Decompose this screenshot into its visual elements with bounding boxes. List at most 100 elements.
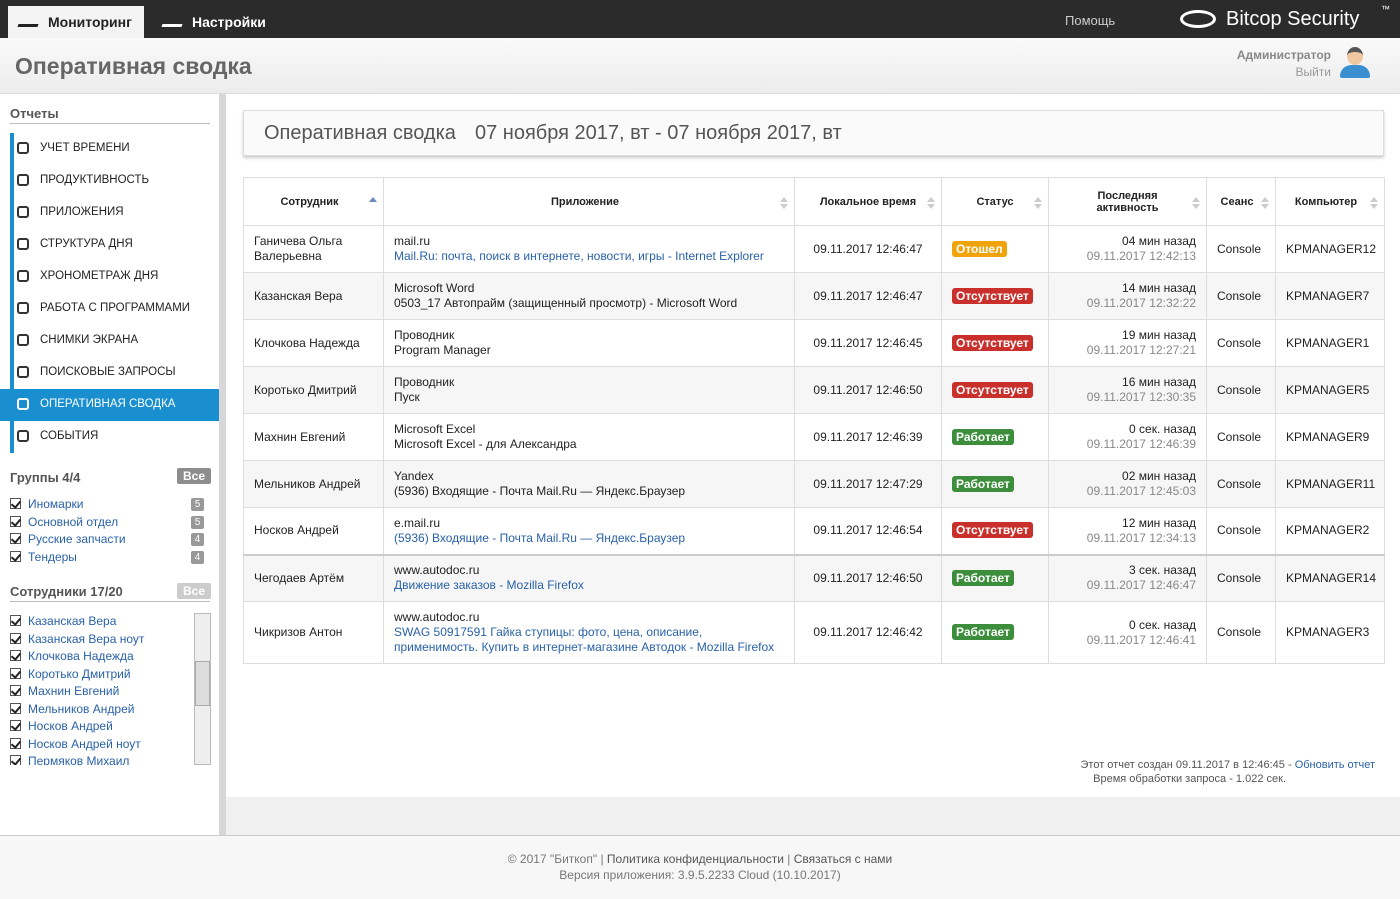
report-created-line: Этот отчет создан 09.11.2017 в 12:46:45 … bbox=[1081, 758, 1375, 772]
application-name: Microsoft Word bbox=[394, 281, 475, 295]
column-header[interactable]: Локальное время bbox=[794, 177, 942, 226]
application-name: www.autodoc.ru bbox=[394, 610, 480, 624]
report-menu-item[interactable]: ХРОНОМЕТРАЖ ДНЯ bbox=[10, 261, 219, 293]
report-menu-item[interactable]: СТРУКТУРА ДНЯ bbox=[10, 229, 219, 261]
employee-cell: Носков Андрей bbox=[243, 507, 384, 555]
employee-name[interactable]: Клочкова Надежда bbox=[28, 649, 134, 663]
report-menu-item[interactable]: УЧЕТ ВРЕМЕНИ bbox=[10, 133, 219, 165]
employee-name[interactable]: Коротько Дмитрий bbox=[28, 666, 131, 681]
group-checkbox[interactable] bbox=[10, 533, 21, 544]
groups-all-button[interactable]: Все bbox=[177, 468, 212, 484]
employee-name[interactable]: Махнин Евгений bbox=[28, 684, 120, 698]
group-checkbox[interactable] bbox=[10, 550, 21, 562]
refresh-link[interactable]: Обновить отчет bbox=[1294, 759, 1375, 771]
employee-checkbox[interactable] bbox=[10, 667, 21, 679]
page-title: Оперативная сводка bbox=[15, 53, 252, 79]
employee-checkbox[interactable] bbox=[10, 755, 21, 765]
menu-icon bbox=[17, 366, 29, 378]
scroll-thumb[interactable] bbox=[195, 661, 210, 706]
employee-checkbox[interactable] bbox=[10, 685, 21, 696]
group-count: 4 bbox=[191, 533, 204, 546]
last-activity-cell: 02 мин назад 09.11.2017 12:45:03 bbox=[1048, 460, 1207, 508]
content-bottom bbox=[226, 797, 1400, 835]
last-activity-cell: 3 сек. назад 09.11.2017 12:46:47 bbox=[1048, 554, 1207, 602]
employee-name[interactable]: Казанская Вера bbox=[28, 614, 117, 628]
report-menu-item[interactable]: ПОИСКОВЫЕ ЗАПРОСЫ bbox=[10, 357, 219, 389]
local-time-cell: 09.11.2017 12:46:54 bbox=[794, 507, 942, 555]
status-cell: Отсутствует bbox=[941, 507, 1049, 555]
employee-cell: Клочкова Надежда bbox=[243, 319, 384, 367]
report-menu-item[interactable]: ОПЕРАТИВНАЯ СВОДКА bbox=[0, 389, 219, 421]
employee-cell: Чегодаев Артём bbox=[243, 554, 384, 602]
version-value: 3.9.5.2233 Cloud (10.10.2017) bbox=[677, 868, 841, 882]
session-cell: Console bbox=[1206, 272, 1276, 320]
session-cell: Console bbox=[1206, 601, 1276, 664]
employee-name[interactable]: Казанская Вера ноут bbox=[28, 631, 145, 646]
group-name[interactable]: Иномарки bbox=[28, 497, 84, 511]
employee-checkbox[interactable] bbox=[10, 720, 21, 731]
employee-checkbox[interactable] bbox=[10, 650, 21, 661]
session-cell: Console bbox=[1206, 554, 1276, 602]
session-cell: Console bbox=[1206, 319, 1276, 367]
status-label: Отсутствует bbox=[952, 287, 1033, 304]
column-header[interactable]: Сеанс bbox=[1206, 177, 1276, 226]
column-header[interactable]: Сотрудник bbox=[243, 177, 384, 226]
employee-checkbox[interactable] bbox=[10, 702, 21, 714]
activity-time: 09.11.2017 12:46:39 bbox=[1086, 437, 1196, 451]
activity-ago: 04 мин назад bbox=[1122, 234, 1196, 248]
table-row: Казанская Вера Microsoft Word 0503_17 Авто… bbox=[243, 272, 1385, 320]
employees-all-button[interactable]: Все bbox=[177, 583, 212, 599]
contact-link[interactable]: Связаться с нами bbox=[793, 852, 893, 866]
report-menu-item[interactable]: ПРИЛОЖЕНИЯ bbox=[10, 197, 219, 229]
nav-tab[interactable]: Мониторинг bbox=[8, 6, 144, 38]
status-cell: Работает bbox=[941, 554, 1049, 602]
session-cell: Console bbox=[1206, 460, 1276, 508]
employee-name[interactable]: Носков Андрей bbox=[28, 719, 113, 733]
status-cell: Работает bbox=[941, 601, 1049, 664]
group-checkbox[interactable] bbox=[10, 515, 21, 527]
employee-checkbox[interactable] bbox=[10, 632, 21, 644]
report-menu-item[interactable]: РАБОТА С ПРОГРАММАМИ bbox=[10, 293, 219, 325]
help-link[interactable]: Помощь bbox=[1065, 13, 1116, 28]
group-checkbox[interactable] bbox=[10, 498, 21, 509]
report-menu-item[interactable]: ПРОДУКТИВНОСТЬ bbox=[10, 165, 219, 197]
window-title[interactable]: (5936) Входящие - Почта Mail.Ru — Яндекс… bbox=[394, 530, 686, 545]
group-count: 5 bbox=[191, 515, 204, 529]
application-name: Проводник bbox=[394, 328, 455, 342]
employee-checkbox[interactable] bbox=[10, 737, 21, 749]
column-header[interactable]: Последняя активность bbox=[1048, 177, 1207, 226]
page-header: Оперативная сводка Администратор Выйти bbox=[0, 38, 1400, 94]
application-cell: Проводник Пуск bbox=[383, 366, 795, 414]
privacy-link[interactable]: Политика конфиденциальности bbox=[606, 852, 784, 866]
application-cell: Microsoft Excel Microsoft Excel - для Але… bbox=[383, 413, 795, 461]
employee-checkbox[interactable] bbox=[10, 615, 21, 626]
report-menu-item[interactable]: СОБЫТИЯ bbox=[10, 421, 219, 453]
window-title[interactable]: Mail.Ru: почта, поиск в интернете, новос… bbox=[394, 249, 764, 263]
activity-ago: 14 мин назад bbox=[1122, 281, 1196, 295]
menu-label: ХРОНОМЕТРАЖ ДНЯ bbox=[40, 270, 159, 282]
activity-time: 09.11.2017 12:30:35 bbox=[1086, 390, 1196, 404]
table-row: Носков Андрей e.mail.ru (5936) Входящие - … bbox=[243, 507, 1385, 555]
brand-name: Bitcop Security bbox=[1226, 8, 1360, 30]
activity-ago: 3 сек. назад bbox=[1129, 563, 1196, 578]
employee-name[interactable]: Пермяков Михаил bbox=[28, 754, 130, 765]
window-title[interactable]: SWAG 50917591 Гайка ступицы: фото, цена,… bbox=[394, 625, 775, 654]
group-name[interactable]: Основной отдел bbox=[28, 514, 119, 529]
group-name[interactable]: Тендеры bbox=[28, 549, 77, 564]
computer-cell: KPMANAGER5 bbox=[1275, 366, 1385, 414]
avatar-head bbox=[1347, 47, 1363, 65]
window-title[interactable]: Движение заказов - Mozilla Firefox bbox=[394, 578, 584, 593]
status-cell: Отошел bbox=[941, 225, 1049, 273]
group-count: 5 bbox=[191, 498, 204, 511]
table-row: Чикризов Антон www.autodoc.ru SWAG 5091759… bbox=[243, 601, 1385, 664]
group-name[interactable]: Русские запчасти bbox=[28, 532, 126, 546]
employee-name[interactable]: Носков Андрей ноут bbox=[28, 736, 141, 751]
logout-link[interactable]: Выйти bbox=[1295, 65, 1331, 79]
column-header[interactable]: Приложение bbox=[383, 177, 795, 226]
employee-name[interactable]: Мельников Андрей bbox=[28, 701, 135, 716]
column-header[interactable]: Компьютер bbox=[1275, 177, 1385, 226]
activity-time: 09.11.2017 12:42:13 bbox=[1086, 249, 1196, 263]
report-menu-item[interactable]: СНИМКИ ЭКРАНА bbox=[10, 325, 219, 357]
nav-tab[interactable]: Настройки bbox=[152, 6, 278, 38]
column-header[interactable]: Статус bbox=[941, 177, 1049, 226]
